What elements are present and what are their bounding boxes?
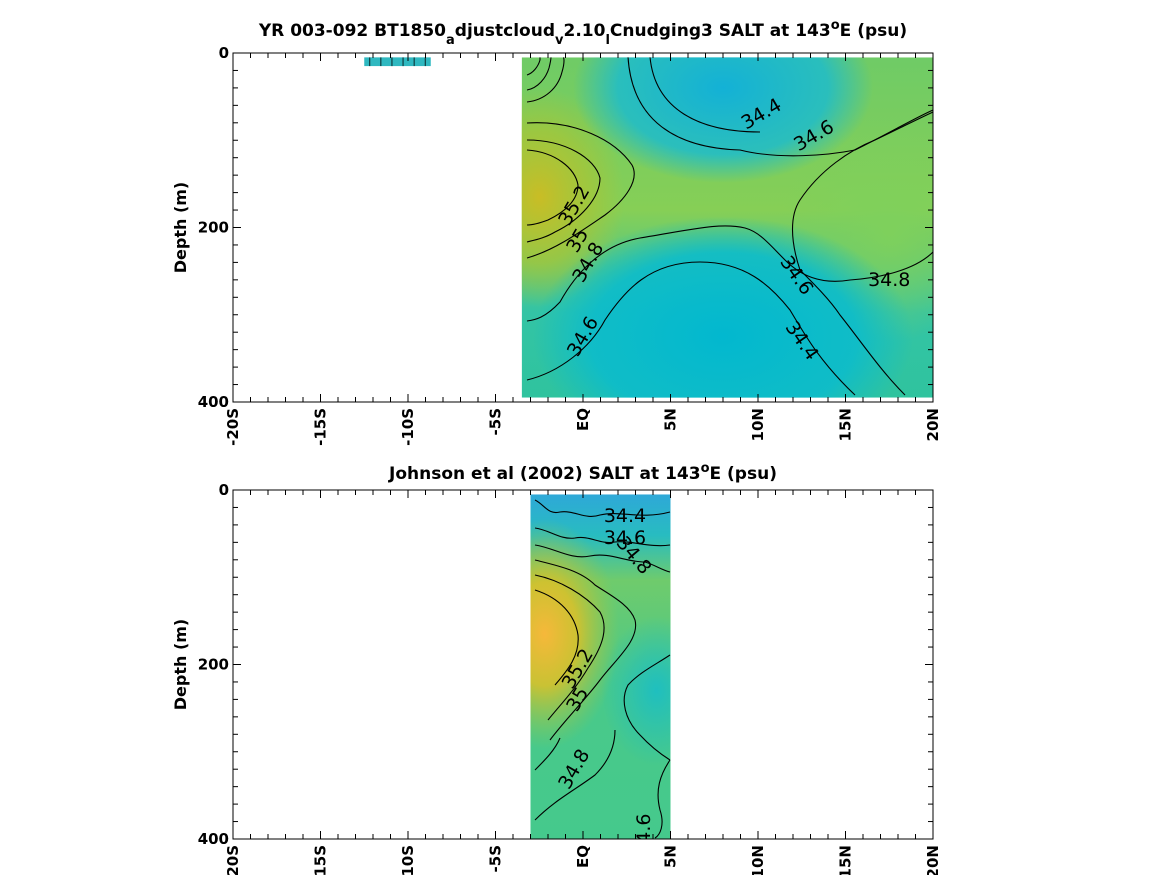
- y-tick-label: 0: [219, 44, 229, 62]
- surface-data-patch-fill: [364, 57, 431, 67]
- contour-line: [526, 57, 541, 76]
- contour-label: 34.8: [868, 269, 910, 291]
- contour-line: [654, 759, 671, 839]
- contour-line: [526, 139, 601, 243]
- fresh-surface-pool: [573, 57, 873, 183]
- contour-line: [623, 654, 671, 761]
- x-tick-label: EQ: [574, 408, 592, 431]
- x-tick-label: 15N: [837, 845, 855, 875]
- x-tick-label: 5N: [662, 408, 680, 431]
- x-tick-label: -20S: [224, 408, 242, 446]
- chart-title: YR 003-092 BT1850adjustcloudv2.10lCnudgi…: [258, 18, 907, 48]
- y-tick-labels: 0 200 400: [198, 44, 229, 411]
- contour-line: [534, 527, 671, 547]
- contour-line: [526, 57, 565, 103]
- y-tick-label: 200: [198, 219, 229, 237]
- x-tick-labels: -20S -15S -10S -5S EQ 5N 10N 15N 20N: [224, 408, 942, 446]
- contour-line: [792, 111, 933, 396]
- contour-line: [534, 589, 579, 686]
- x-tick-label: -15S: [312, 408, 330, 446]
- chart-title: Johnson et al (2002) SALT at 143oE (psu): [388, 461, 777, 485]
- x-tick-label: -10S: [399, 408, 417, 446]
- x-tick-label: -15S: [312, 845, 330, 875]
- contour-line: [649, 57, 761, 133]
- x-tick-label: -20S: [224, 845, 242, 875]
- surface-data-patch: [364, 57, 431, 67]
- x-tick-label: 10N: [749, 845, 767, 875]
- fresh-deep-pool: [533, 216, 913, 398]
- x-tick-label: EQ: [574, 845, 592, 868]
- surface-patch-contours: [369, 57, 426, 67]
- x-tick-label: 10N: [749, 408, 767, 441]
- x-tick-labels: -20S -15S -10S -5S EQ 5N 10N 15N 20N: [224, 845, 942, 875]
- x-tick-label: 20N: [924, 408, 942, 441]
- contour-line: [526, 149, 579, 226]
- contour-line: [534, 559, 637, 741]
- y-tick-label: 400: [198, 830, 229, 848]
- x-tick-label: -5S: [487, 408, 505, 435]
- y-axis-label: Depth (m): [171, 182, 190, 274]
- y-tick-label: 200: [198, 656, 229, 674]
- observed-salinity-panel: Johnson et al (2002) SALT at 143oE (psu)…: [171, 461, 942, 875]
- x-tick-label: -10S: [399, 845, 417, 875]
- y-axis-label: Depth (m): [171, 619, 190, 711]
- contour-line: [534, 737, 561, 771]
- x-tick-label: 15N: [837, 408, 855, 441]
- contour-label: 34.6: [633, 813, 655, 855]
- y-tick-label: 0: [219, 481, 229, 499]
- contour-line: [526, 57, 552, 91]
- y-tick-label: 400: [198, 393, 229, 411]
- x-tick-label: -5S: [487, 845, 505, 872]
- contour-line: [526, 261, 856, 396]
- x-tick-label: 5N: [662, 845, 680, 868]
- axis-ticks: [232, 489, 934, 840]
- contour-lines: [534, 499, 671, 839]
- salinity-maximum: [530, 518, 620, 749]
- model-salinity-panel: YR 003-092 BT1850adjustcloudv2.10lCnudgi…: [171, 18, 942, 446]
- contour-label: 34.6: [604, 527, 646, 549]
- contour-line: [534, 574, 605, 721]
- fresh-core: [601, 615, 671, 766]
- contour-label: 34.4: [604, 505, 646, 527]
- contour-line: [526, 122, 635, 259]
- contour-line: [534, 499, 671, 517]
- contour-line: [627, 57, 933, 157]
- contour-line: [534, 729, 616, 821]
- contour-line: [534, 544, 671, 573]
- axis-ticks: [232, 52, 934, 403]
- contour-line: [526, 225, 933, 322]
- y-tick-labels: 0 200 400: [198, 481, 229, 848]
- contour-lines: [526, 57, 933, 396]
- x-tick-label: 20N: [924, 845, 942, 875]
